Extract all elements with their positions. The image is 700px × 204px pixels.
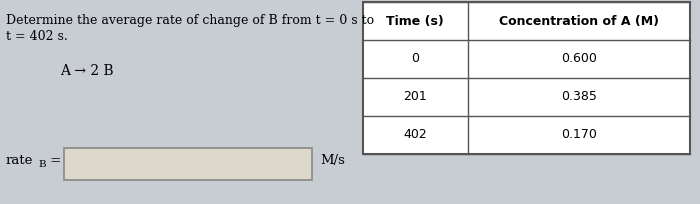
Text: 0.170: 0.170	[561, 129, 597, 142]
Text: 0: 0	[412, 52, 419, 65]
Text: t = 402 s.: t = 402 s.	[6, 30, 68, 43]
Text: 0.385: 0.385	[561, 91, 597, 103]
Text: M/s: M/s	[320, 154, 345, 167]
Bar	[363, 2, 690, 154]
Text: A → 2 B: A → 2 B	[60, 64, 113, 78]
Text: 402: 402	[403, 129, 427, 142]
Text: 0.600: 0.600	[561, 52, 597, 65]
Text: 201: 201	[403, 91, 427, 103]
Bar	[64, 148, 312, 180]
Text: B: B	[38, 160, 46, 169]
Text: Concentration of A (M): Concentration of A (M)	[499, 14, 659, 28]
Text: Time (s): Time (s)	[386, 14, 444, 28]
Text: =: =	[46, 154, 62, 167]
Text: Determine the average rate of change of B from t = 0 s to: Determine the average rate of change of …	[6, 14, 374, 27]
Text: rate: rate	[6, 154, 34, 167]
